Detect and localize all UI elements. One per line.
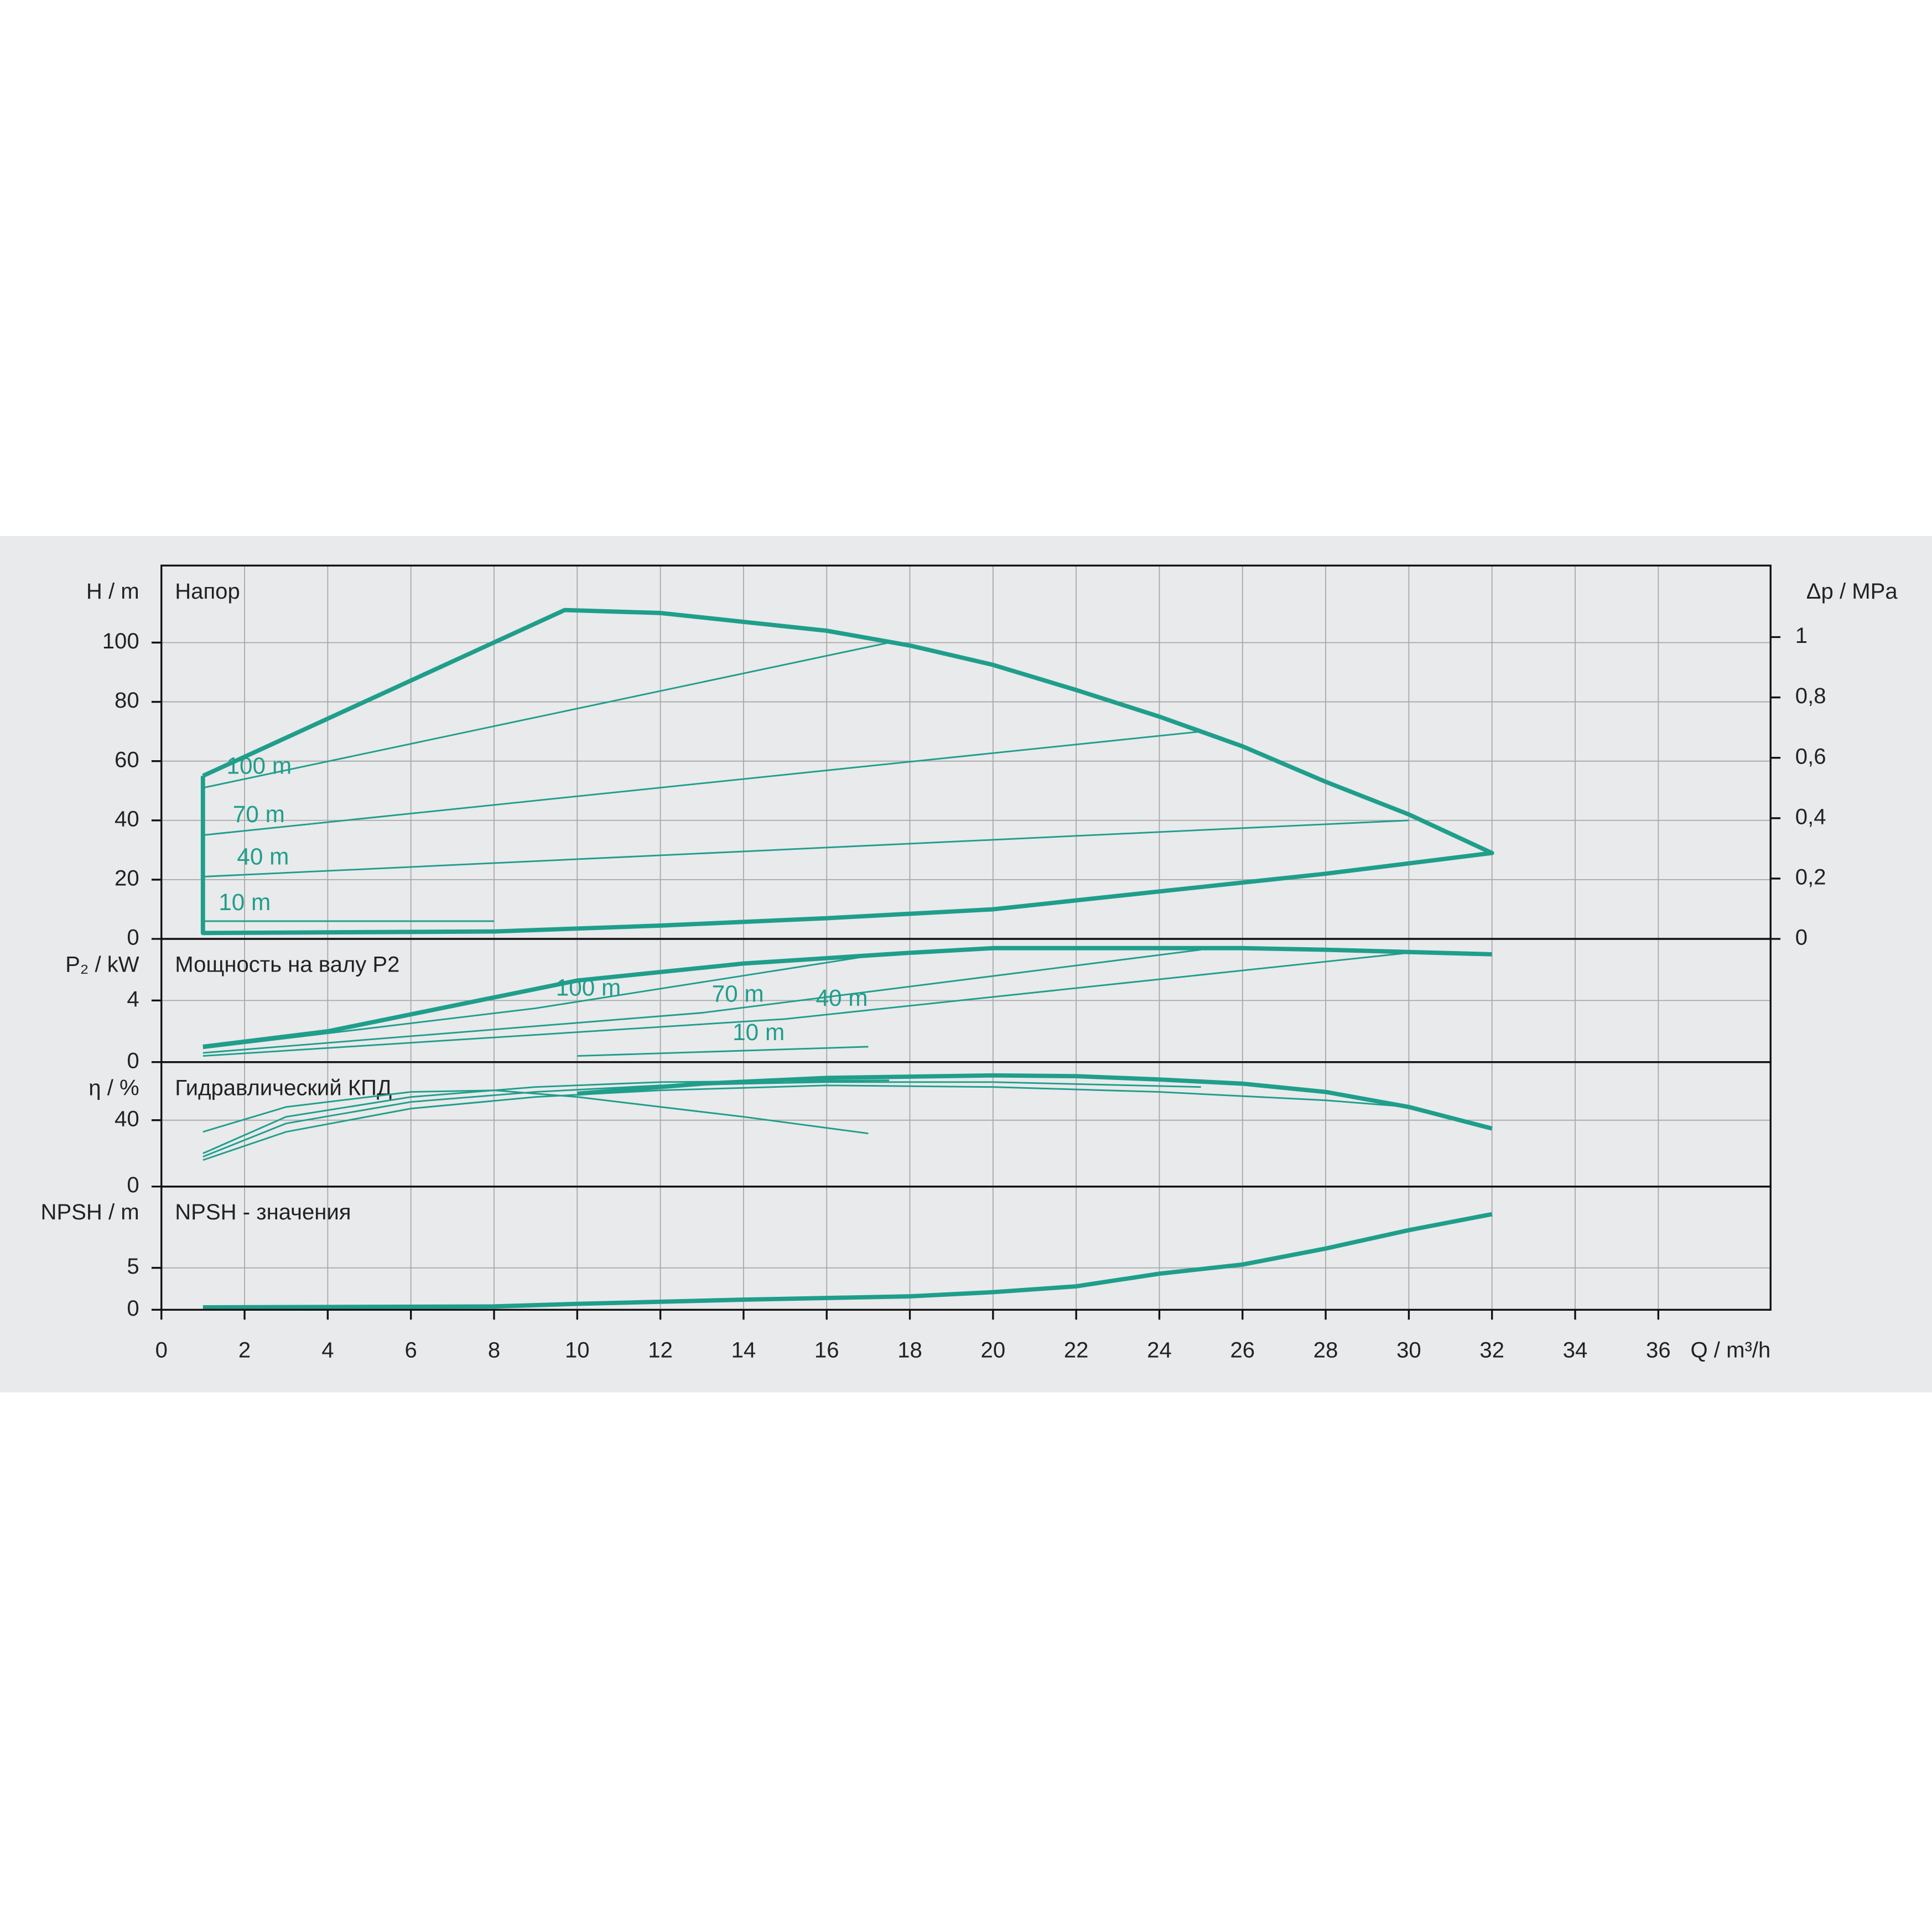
y-tick-label: 20 <box>115 866 139 890</box>
x-tick-label: 36 <box>1646 1338 1671 1363</box>
y2-tick-label: 0 <box>1795 926 1808 950</box>
series-line <box>202 1212 1493 1310</box>
x-tick-label: 30 <box>1396 1338 1421 1363</box>
panel-title: Напор <box>175 579 240 604</box>
series-line <box>202 1089 869 1135</box>
y-tick-label: 40 <box>115 1107 139 1131</box>
x-tick-label: 14 <box>731 1338 756 1363</box>
panel-title: Гидравлический КПД <box>175 1076 392 1100</box>
series-line <box>577 1046 869 1057</box>
x-tick-label: 22 <box>1064 1338 1089 1363</box>
y-tick-label: 80 <box>115 688 139 713</box>
series-label: 100 m <box>556 974 621 1000</box>
y-tick-label: 40 <box>115 807 139 831</box>
series-line <box>202 730 1201 836</box>
series-line <box>202 946 1492 1049</box>
x-tick-label: 2 <box>238 1338 251 1363</box>
series-label: 10 m <box>733 1019 785 1045</box>
series-line <box>202 1079 890 1155</box>
panel-title: Мощность на валу P2 <box>175 953 399 977</box>
x-tick-label: 10 <box>565 1338 590 1363</box>
series-line <box>200 607 1494 936</box>
y-axis-label: P₂ / kW <box>65 953 139 977</box>
series-line <box>202 1084 1409 1161</box>
x-tick-label: 0 <box>155 1338 168 1363</box>
series-line <box>202 949 1201 1054</box>
series-line <box>202 952 1409 1057</box>
x-tick-label: 16 <box>814 1338 839 1363</box>
y-tick-label: 0 <box>127 926 139 950</box>
series-label: 70 m <box>712 981 764 1007</box>
series-label: 40 m <box>237 843 289 869</box>
y-axis-label: H / m <box>86 579 139 604</box>
y2-tick-label: 0,6 <box>1795 744 1826 768</box>
series-line <box>202 952 890 1050</box>
series-label: 10 m <box>219 889 271 915</box>
y2-axis-label: Δp / MPa <box>1806 579 1898 604</box>
series-line <box>202 641 890 789</box>
y-tick-label: 100 <box>102 629 139 653</box>
panel-title: NPSH - значения <box>175 1200 351 1224</box>
y2-tick-label: 0,8 <box>1795 684 1826 708</box>
y-tick-label: 0 <box>127 1296 139 1321</box>
x-axis-label: Q / m³/h <box>1691 1338 1771 1363</box>
panel-frame <box>160 1185 1772 1311</box>
x-tick-label: 4 <box>321 1338 334 1363</box>
x-tick-label: 12 <box>648 1338 673 1363</box>
x-tick-label: 20 <box>981 1338 1006 1363</box>
x-tick-label: 6 <box>405 1338 417 1363</box>
series-label: 40 m <box>816 985 868 1011</box>
series-line <box>202 819 1409 877</box>
x-tick-label: 18 <box>897 1338 922 1363</box>
y2-tick-label: 0,4 <box>1795 804 1826 829</box>
y2-tick-label: 1 <box>1795 624 1808 648</box>
y-axis-label: NPSH / m <box>41 1200 139 1224</box>
y-axis-label: η / % <box>89 1076 139 1100</box>
x-tick-label: 28 <box>1313 1338 1338 1363</box>
x-tick-label: 24 <box>1147 1338 1172 1363</box>
x-tick-label: 32 <box>1479 1338 1504 1363</box>
y-tick-label: 4 <box>127 987 139 1011</box>
y-tick-label: 5 <box>127 1254 139 1279</box>
x-tick-label: 34 <box>1563 1338 1588 1363</box>
background-band <box>0 536 1932 1393</box>
y-tick-label: 0 <box>127 1048 139 1073</box>
x-tick-label: 8 <box>488 1338 500 1363</box>
y-tick-label: 60 <box>115 747 139 772</box>
series-label: 100 m <box>227 753 292 779</box>
x-tick-label: 26 <box>1230 1338 1255 1363</box>
y-tick-label: 0 <box>127 1173 139 1197</box>
y2-tick-label: 0,2 <box>1795 865 1826 889</box>
series-line <box>202 1081 1201 1158</box>
series-label: 70 m <box>233 801 285 827</box>
